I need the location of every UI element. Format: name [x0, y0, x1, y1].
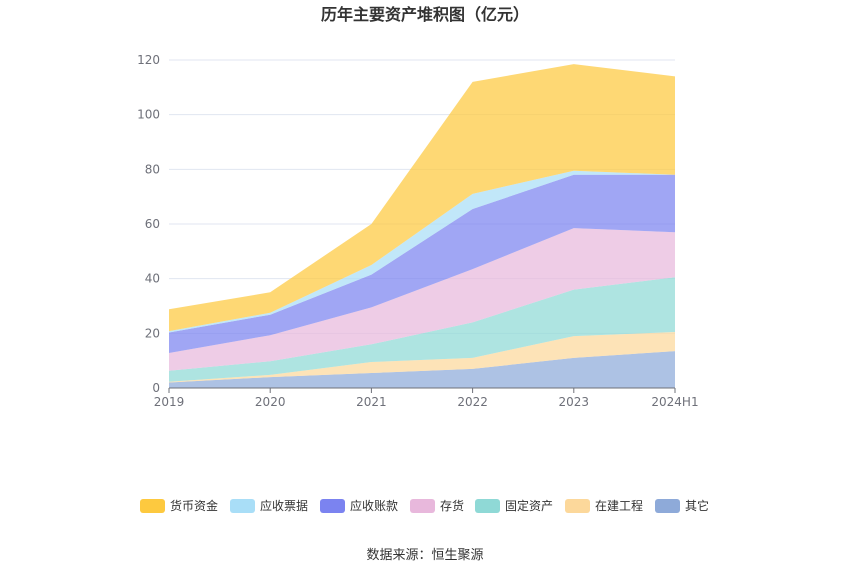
area-series-1[interactable] — [169, 332, 675, 383]
area-series-3[interactable] — [169, 228, 675, 371]
y-tick-label: 20 — [145, 326, 160, 340]
legend-item[interactable]: 货币资金 — [140, 498, 218, 513]
area-series-2[interactable] — [169, 277, 675, 382]
legend-label: 货币资金 — [170, 498, 218, 513]
area-series-0[interactable] — [169, 351, 675, 388]
legend-item[interactable]: 存货 — [410, 498, 464, 513]
y-tick-label: 80 — [145, 162, 160, 176]
legend-item[interactable]: 在建工程 — [565, 498, 643, 513]
legend-label: 其它 — [685, 498, 709, 513]
legend-swatch — [475, 499, 500, 513]
legend-swatch — [230, 499, 255, 513]
x-tick-label: 2019 — [154, 395, 185, 409]
y-tick-label: 100 — [137, 108, 160, 122]
data-source-note: 数据来源：恒生聚源 — [366, 548, 483, 563]
legend-label: 在建工程 — [595, 498, 643, 513]
axes: 0 20 40 60 80 100 120 2019 2020 2021 2022 2023 2024H… — [137, 53, 699, 409]
x-tick-label: 2021 — [356, 395, 387, 409]
legend-item[interactable]: 应收账款 — [320, 498, 398, 513]
y-tick-label: 40 — [145, 272, 160, 286]
legend-swatch — [140, 499, 165, 513]
area-series-6[interactable] — [169, 64, 675, 332]
legend-swatch — [565, 499, 590, 513]
legend-swatch — [410, 499, 435, 513]
legend-item[interactable]: 其它 — [655, 498, 709, 513]
y-tick-label: 0 — [152, 381, 160, 395]
area-series-4[interactable] — [169, 174, 675, 353]
chart-title: 历年主要资产堆积图（亿元） — [321, 5, 529, 24]
area-series — [169, 64, 675, 388]
legend-swatch — [655, 499, 680, 513]
legend-label: 应收票据 — [260, 498, 308, 513]
x-tick-label: 2022 — [457, 395, 488, 409]
y-tick-label: 120 — [137, 53, 160, 67]
x-tick-label: 2020 — [255, 395, 286, 409]
legend-label: 存货 — [440, 498, 464, 513]
x-tick-label: 2023 — [559, 395, 590, 409]
legend-item[interactable]: 固定资产 — [475, 498, 553, 513]
x-tick-label: 2024H1 — [651, 395, 698, 409]
legend-label: 固定资产 — [505, 498, 553, 513]
legend[interactable]: 货币资金 应收票据 应收账款 存货 固定资产 在建工程 其它 — [140, 498, 709, 513]
legend-item[interactable]: 应收票据 — [230, 498, 308, 513]
legend-label: 应收账款 — [350, 498, 398, 513]
legend-swatch — [320, 499, 345, 513]
y-tick-label: 60 — [145, 217, 160, 231]
